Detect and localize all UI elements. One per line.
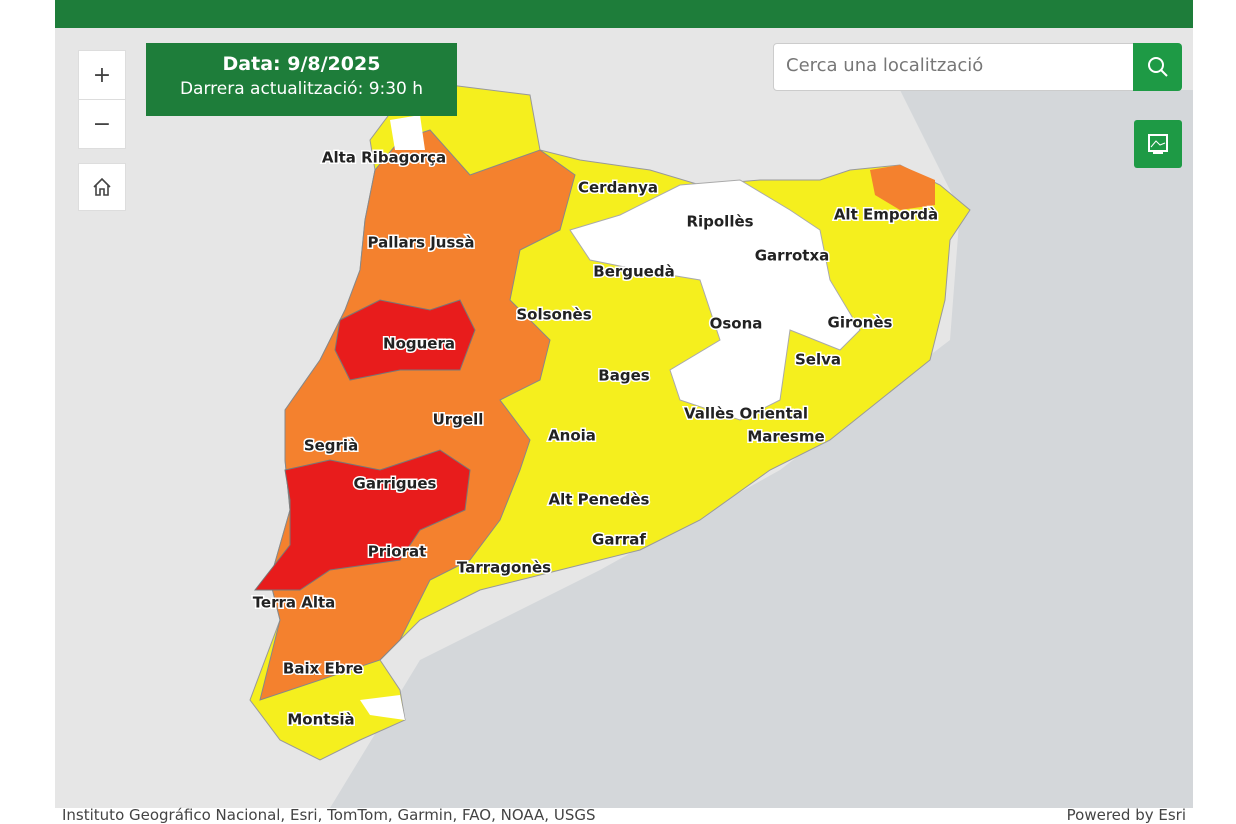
orange-zone [870,165,935,210]
red-zone [253,449,471,591]
region-label: Bages [598,367,649,385]
home-icon [93,177,111,196]
region-label: Pallars Jussà [368,234,475,252]
region-label: Berguedà [593,263,674,281]
region-label: Noguera [383,335,455,353]
region-label: Garrigues [354,475,437,493]
region-label: Anoia [548,427,596,445]
region-label: Cerdanya [578,179,658,197]
region-label: Ripollès [686,213,753,231]
region-label: Alta Ribagorça [322,149,446,167]
region-label: Selva [795,351,841,369]
powered-by: Powered by Esri [1066,806,1186,824]
white-zone [360,695,405,720]
sea [330,90,1193,808]
red-zone [334,299,476,381]
white-zone [390,115,425,150]
search-icon [1147,57,1168,77]
region-label: Vallès Oriental [684,405,808,423]
map: Alta Ribagorça Cerdanya Alt Empordà Ripo… [55,0,1193,808]
last-update: Darrera actualització: 9:30 h [179,79,424,99]
region-label: Gironès [828,314,893,332]
top-bar [55,0,1193,28]
region-label: Priorat [368,543,427,561]
region-label: Garraf [592,531,646,549]
attribution-sources: Instituto Geográfico Nacional, Esri, Tom… [62,806,596,824]
search-button[interactable] [1133,43,1182,91]
region-label: Solsonès [516,306,591,324]
zoom-in[interactable]: + [78,50,126,100]
region-label: Urgell [433,411,484,429]
region-label: Segrià [304,437,358,455]
search-input[interactable]: Cerca una localització [773,43,1135,91]
home-button[interactable] [78,163,126,211]
region-label: Terra Alta [253,594,336,612]
region-label: Maresme [747,428,824,446]
date-box: Data: 9/8/2025 Darrera actualització: 9:… [146,43,457,116]
region-label: Alt Empordà [834,206,938,224]
region-label: Tarragonès [457,559,551,577]
attribution: Instituto Geográfico Nacional, Esri, Tom… [62,806,1186,824]
zoom-out[interactable]: − [78,99,126,149]
white-zone [569,179,861,421]
region-label: Montsià [287,711,354,729]
date: Data: 9/8/2025 [222,53,381,75]
region-label: Osona [710,315,763,333]
basemap-button[interactable] [1134,120,1182,168]
region-label: Garrotxa [755,247,830,265]
region-label: Baix Ebre [283,660,363,678]
basemap-icon [1148,134,1168,154]
region-label: Alt Penedès [548,491,649,509]
